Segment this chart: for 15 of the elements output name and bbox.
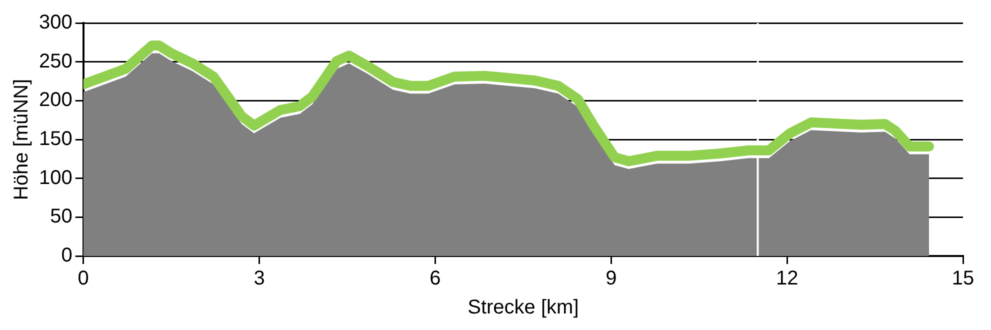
y-tick-label: 300 bbox=[38, 12, 72, 34]
x-tick-label: 15 bbox=[952, 268, 974, 290]
y-tick-label: 0 bbox=[61, 244, 72, 267]
y-tick-label: 200 bbox=[38, 89, 72, 112]
x-tick-label: 3 bbox=[254, 268, 265, 290]
x-tick-label: 12 bbox=[776, 268, 798, 290]
y-tick-label: 50 bbox=[50, 206, 72, 228]
x-axis-title: Strecke [km] bbox=[468, 296, 579, 319]
y-tick-label: 150 bbox=[38, 128, 72, 150]
y-tick-label: 250 bbox=[38, 50, 72, 72]
x-tick-label: 0 bbox=[78, 268, 89, 290]
x-tick-label: 9 bbox=[606, 268, 617, 290]
y-tick-label: 100 bbox=[38, 166, 72, 189]
y-axis-title: Höhe [müNN] bbox=[10, 78, 33, 200]
x-tick-label: 6 bbox=[430, 268, 441, 290]
